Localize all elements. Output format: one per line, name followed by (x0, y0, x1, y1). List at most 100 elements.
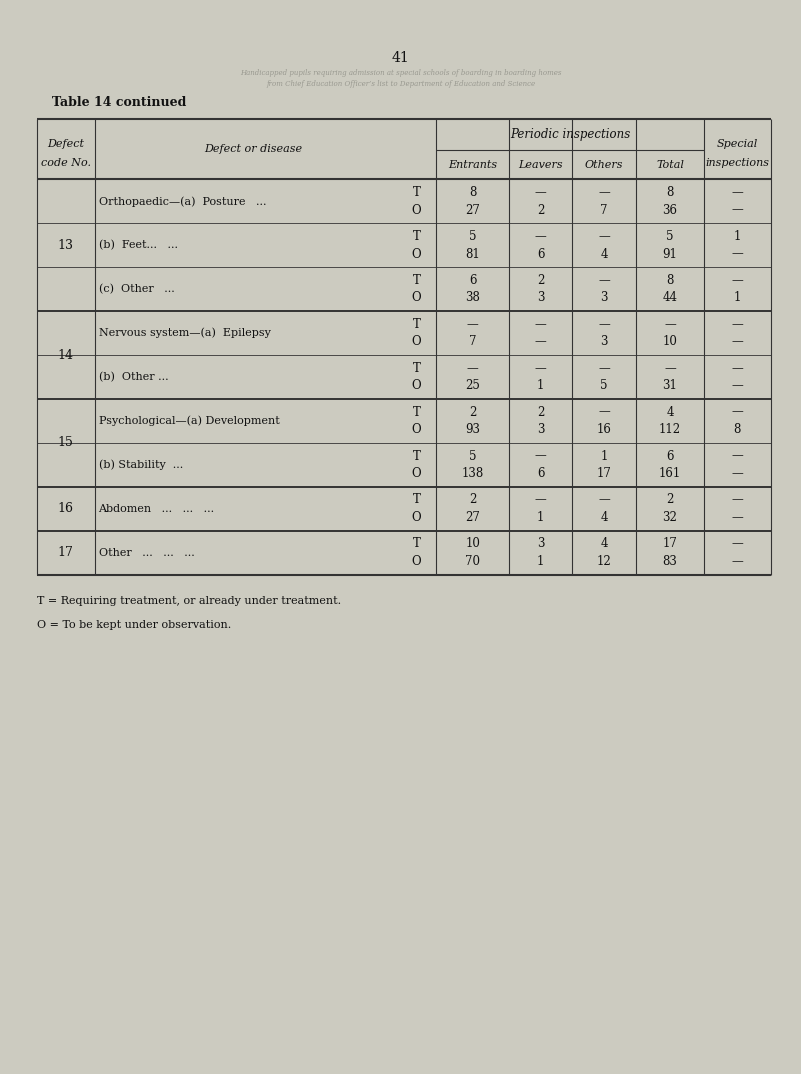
Text: 8: 8 (666, 186, 674, 199)
Text: 8: 8 (666, 274, 674, 287)
Text: Handicapped pupils requiring admission at special schools of boarding in boardin: Handicapped pupils requiring admission a… (239, 69, 562, 77)
Text: 27: 27 (465, 204, 480, 217)
Text: 1: 1 (537, 555, 545, 568)
Text: —: — (731, 406, 743, 419)
Text: 10: 10 (465, 537, 480, 550)
Text: —: — (535, 318, 546, 331)
Text: —: — (598, 318, 610, 331)
Text: 83: 83 (662, 555, 678, 568)
Text: 17: 17 (662, 537, 678, 550)
Text: (b)  Other ...: (b) Other ... (99, 372, 168, 382)
Text: —: — (598, 493, 610, 507)
Text: O: O (412, 511, 421, 524)
Text: O: O (412, 555, 421, 568)
Text: T: T (413, 537, 421, 550)
Text: 8: 8 (734, 423, 741, 436)
Text: 93: 93 (465, 423, 480, 436)
Text: T: T (413, 493, 421, 507)
Text: 2: 2 (537, 406, 545, 419)
Text: Abdomen   ...   ...   ...: Abdomen ... ... ... (99, 504, 215, 513)
Text: O: O (412, 204, 421, 217)
Text: 4: 4 (600, 247, 608, 261)
Text: 27: 27 (465, 511, 480, 524)
Text: 6: 6 (666, 450, 674, 463)
Text: O: O (412, 467, 421, 480)
Text: inspections: inspections (706, 158, 769, 169)
Text: O = To be kept under observation.: O = To be kept under observation. (37, 620, 231, 630)
Text: 112: 112 (659, 423, 681, 436)
Text: Orthopaedic—(a)  Posture   ...: Orthopaedic—(a) Posture ... (99, 197, 266, 206)
Text: —: — (731, 511, 743, 524)
Text: 31: 31 (662, 379, 678, 392)
Text: T: T (413, 406, 421, 419)
Text: 41: 41 (392, 50, 409, 66)
Text: Nervous system—(a)  Epilepsy: Nervous system—(a) Epilepsy (99, 328, 271, 338)
Text: (b) Stability  ...: (b) Stability ... (99, 460, 183, 470)
Text: 7: 7 (600, 204, 608, 217)
Text: T: T (413, 230, 421, 243)
Text: —: — (535, 450, 546, 463)
Text: 5: 5 (600, 379, 608, 392)
Text: 1: 1 (600, 450, 608, 463)
Text: Leavers: Leavers (518, 160, 563, 170)
Text: —: — (598, 362, 610, 375)
Text: 38: 38 (465, 291, 480, 304)
Text: Special: Special (717, 139, 758, 149)
Text: 1: 1 (537, 379, 545, 392)
Text: Table 14 continued: Table 14 continued (52, 96, 187, 108)
Text: 81: 81 (465, 247, 480, 261)
Text: Defect or disease: Defect or disease (204, 144, 302, 155)
Text: from Chief Education Officer’s list to Department of Education and Science: from Chief Education Officer’s list to D… (266, 79, 535, 88)
Text: Entrants: Entrants (448, 160, 497, 170)
Text: 14: 14 (58, 349, 74, 362)
Text: —: — (731, 537, 743, 550)
Text: —: — (467, 362, 478, 375)
Text: T: T (413, 450, 421, 463)
Text: Other   ...   ...   ...: Other ... ... ... (99, 548, 195, 557)
Text: —: — (731, 379, 743, 392)
Text: —: — (598, 406, 610, 419)
Text: 6: 6 (537, 467, 545, 480)
Text: —: — (467, 318, 478, 331)
Text: 2: 2 (666, 493, 674, 507)
Text: 3: 3 (537, 291, 545, 304)
Text: 5: 5 (666, 230, 674, 243)
Text: —: — (731, 274, 743, 287)
Text: —: — (731, 362, 743, 375)
Text: T: T (413, 362, 421, 375)
Text: Others: Others (585, 160, 623, 170)
Text: 8: 8 (469, 186, 477, 199)
Text: —: — (731, 204, 743, 217)
Text: —: — (535, 335, 546, 348)
Text: —: — (731, 186, 743, 199)
Text: —: — (731, 318, 743, 331)
Text: Defect: Defect (47, 139, 84, 149)
Text: —: — (731, 450, 743, 463)
Text: O: O (412, 247, 421, 261)
Text: —: — (535, 230, 546, 243)
Text: 4: 4 (600, 511, 608, 524)
Text: 2: 2 (537, 204, 545, 217)
Text: 16: 16 (597, 423, 611, 436)
Text: O: O (412, 335, 421, 348)
Text: —: — (598, 230, 610, 243)
Text: 12: 12 (597, 555, 611, 568)
Text: 17: 17 (58, 547, 74, 560)
Text: O: O (412, 379, 421, 392)
Text: T: T (413, 274, 421, 287)
Text: 13: 13 (58, 238, 74, 251)
Text: —: — (535, 186, 546, 199)
Text: 3: 3 (537, 423, 545, 436)
Text: 6: 6 (469, 274, 477, 287)
Text: 3: 3 (600, 291, 608, 304)
Text: 2: 2 (537, 274, 545, 287)
Text: T: T (413, 186, 421, 199)
Text: (b)  Feet...   ...: (b) Feet... ... (99, 241, 178, 250)
Text: —: — (535, 493, 546, 507)
Text: —: — (598, 274, 610, 287)
Text: 36: 36 (662, 204, 678, 217)
Text: 5: 5 (469, 230, 477, 243)
Text: —: — (731, 247, 743, 261)
Text: —: — (598, 186, 610, 199)
Text: —: — (535, 362, 546, 375)
